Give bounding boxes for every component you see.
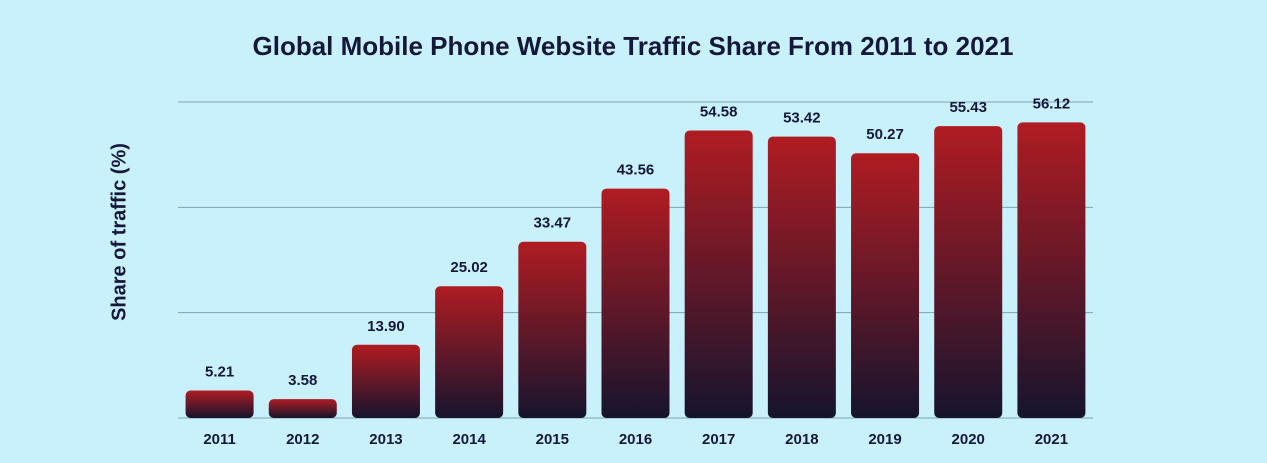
x-tick-label: 2015 <box>536 431 569 448</box>
value-label: 43.56 <box>617 162 655 179</box>
bar <box>351 344 420 418</box>
x-tick-label: 2020 <box>952 431 985 448</box>
value-label: 55.43 <box>949 99 987 116</box>
x-tick-label: 2012 <box>286 431 319 448</box>
bar <box>268 399 337 418</box>
value-label: 13.90 <box>367 318 405 335</box>
bar <box>185 390 254 418</box>
bar <box>601 188 670 418</box>
bar <box>767 136 836 418</box>
value-label: 5.21 <box>205 364 234 381</box>
y-axis-label: Share of traffic (%) <box>108 143 130 321</box>
x-tick-label: 2018 <box>785 431 818 448</box>
value-label: 25.02 <box>450 259 488 276</box>
bar <box>435 286 504 418</box>
bar <box>934 126 1003 418</box>
x-tick-label: 2021 <box>1035 431 1068 448</box>
value-label: 3.58 <box>288 372 317 389</box>
bar <box>684 130 753 418</box>
bar <box>1017 122 1086 419</box>
value-label: 50.27 <box>866 126 904 143</box>
bar <box>518 241 587 418</box>
value-label: 56.12 <box>1033 95 1071 112</box>
x-tick-label: 2014 <box>452 431 486 448</box>
value-label: 54.58 <box>700 104 738 121</box>
x-tick-label: 2011 <box>203 431 236 448</box>
x-tick-label: 2013 <box>369 431 402 448</box>
bar <box>851 153 920 418</box>
x-tick-label: 2016 <box>619 431 652 448</box>
chart-title: Global Mobile Phone Website Traffic Shar… <box>253 31 1014 61</box>
value-label: 33.47 <box>534 215 572 232</box>
x-tick-label: 2019 <box>868 431 901 448</box>
value-label: 53.42 <box>783 110 821 127</box>
x-tick-label: 2017 <box>702 431 735 448</box>
